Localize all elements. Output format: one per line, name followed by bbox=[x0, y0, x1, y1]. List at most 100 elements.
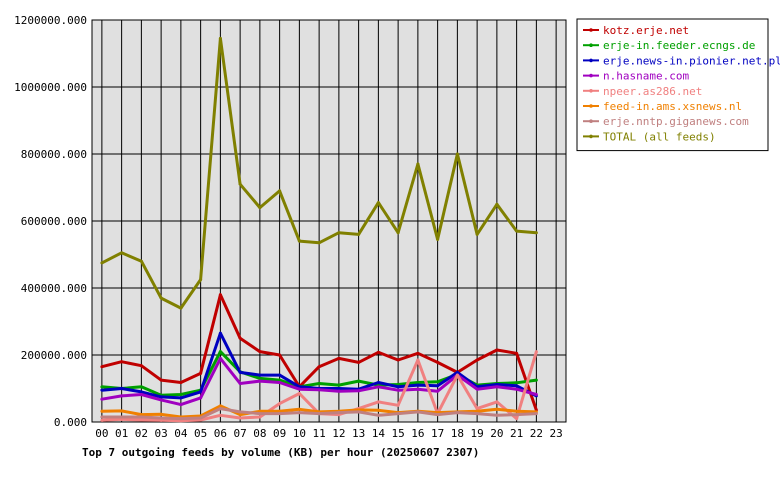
data-point bbox=[297, 387, 301, 391]
y-tick-label: 0.000 bbox=[54, 416, 87, 429]
legend-label: TOTAL (all feeds) bbox=[603, 130, 716, 143]
data-point bbox=[120, 360, 124, 364]
x-tick-label: 03 bbox=[155, 427, 168, 440]
data-point bbox=[416, 358, 420, 362]
legend-label: npeer.as286.net bbox=[603, 85, 702, 98]
legend-label: erje-in.feeder.ecngs.de bbox=[603, 39, 755, 52]
data-point bbox=[495, 202, 499, 206]
legend: kotz.erje.net erje-in.feeder.ecngs.de erje… bbox=[576, 18, 780, 152]
data-point bbox=[357, 232, 361, 236]
data-point bbox=[495, 382, 499, 386]
data-point bbox=[159, 412, 163, 416]
data-point bbox=[495, 385, 499, 389]
data-point bbox=[396, 388, 400, 392]
x-tick-label: 06 bbox=[214, 427, 227, 440]
legend-swatch-dot bbox=[589, 89, 593, 93]
grid-lines bbox=[92, 19, 566, 423]
x-tick-label: 07 bbox=[234, 427, 247, 440]
data-point bbox=[100, 415, 104, 419]
data-point bbox=[238, 336, 242, 340]
data-point bbox=[297, 411, 301, 415]
data-point bbox=[416, 410, 420, 414]
data-point bbox=[278, 373, 282, 377]
data-point bbox=[396, 403, 400, 407]
data-point bbox=[297, 407, 301, 411]
data-point bbox=[337, 356, 341, 360]
data-point bbox=[534, 378, 538, 382]
data-point bbox=[317, 381, 321, 385]
y-tick-label: 800000.000 bbox=[21, 148, 87, 161]
data-point bbox=[396, 231, 400, 235]
data-point bbox=[120, 251, 124, 255]
x-tick-label: 14 bbox=[372, 427, 386, 440]
data-point bbox=[139, 415, 143, 419]
data-point bbox=[159, 296, 163, 300]
data-point bbox=[218, 331, 222, 335]
data-point bbox=[159, 398, 163, 402]
data-point bbox=[179, 403, 183, 407]
data-point bbox=[495, 348, 499, 352]
legend-swatch-dot bbox=[589, 43, 593, 47]
data-point bbox=[396, 412, 400, 416]
data-point bbox=[376, 413, 380, 417]
x-tick-label: 13 bbox=[352, 427, 365, 440]
data-point bbox=[436, 237, 440, 241]
data-point bbox=[218, 356, 222, 360]
data-point bbox=[100, 385, 104, 389]
x-tick-label: 18 bbox=[451, 427, 464, 440]
data-point bbox=[258, 373, 262, 377]
data-point bbox=[475, 407, 479, 411]
legend-label: n.hasname.com bbox=[603, 70, 689, 83]
data-point bbox=[416, 387, 420, 391]
data-point bbox=[100, 409, 104, 413]
data-point bbox=[495, 407, 499, 411]
data-point bbox=[120, 394, 124, 398]
legend-box bbox=[576, 18, 769, 152]
data-point bbox=[436, 389, 440, 393]
y-tick-label: 1200000.000 bbox=[14, 14, 87, 27]
data-point bbox=[139, 259, 143, 263]
data-point bbox=[317, 365, 321, 369]
data-point bbox=[218, 36, 222, 40]
data-point bbox=[159, 416, 163, 420]
data-point bbox=[515, 409, 519, 413]
data-point bbox=[199, 416, 203, 420]
data-point bbox=[534, 412, 538, 416]
data-point bbox=[258, 379, 262, 383]
data-point bbox=[416, 162, 420, 166]
legend-swatch-dot bbox=[589, 73, 593, 78]
data-point bbox=[278, 378, 282, 382]
data-point bbox=[534, 231, 538, 235]
data-point bbox=[416, 380, 420, 384]
y-tick-label: 1000000.000 bbox=[14, 81, 87, 94]
x-tick-label: 20 bbox=[490, 427, 503, 440]
data-point bbox=[357, 360, 361, 364]
data-point bbox=[515, 351, 519, 355]
x-tick-label: 00 bbox=[95, 427, 108, 440]
data-point bbox=[258, 350, 262, 354]
data-point bbox=[139, 393, 143, 397]
data-point bbox=[100, 365, 104, 369]
data-point bbox=[238, 370, 242, 374]
data-point bbox=[218, 293, 222, 297]
x-tick-label: 23 bbox=[550, 427, 563, 440]
data-point bbox=[218, 407, 222, 411]
x-tick-label: 04 bbox=[174, 427, 188, 440]
data-point bbox=[515, 387, 519, 391]
data-point bbox=[455, 152, 459, 156]
data-point bbox=[475, 232, 479, 236]
x-tick-label: 21 bbox=[510, 427, 523, 440]
data-point bbox=[515, 381, 519, 385]
data-point bbox=[159, 395, 163, 399]
legend-swatch-dot bbox=[589, 104, 593, 108]
data-point bbox=[258, 415, 262, 419]
data-point bbox=[317, 412, 321, 416]
data-point bbox=[317, 241, 321, 245]
data-point bbox=[396, 358, 400, 362]
data-point bbox=[455, 411, 459, 415]
x-tick-label: 15 bbox=[392, 427, 405, 440]
data-point bbox=[218, 404, 222, 408]
data-point bbox=[475, 412, 479, 416]
data-point bbox=[258, 206, 262, 210]
